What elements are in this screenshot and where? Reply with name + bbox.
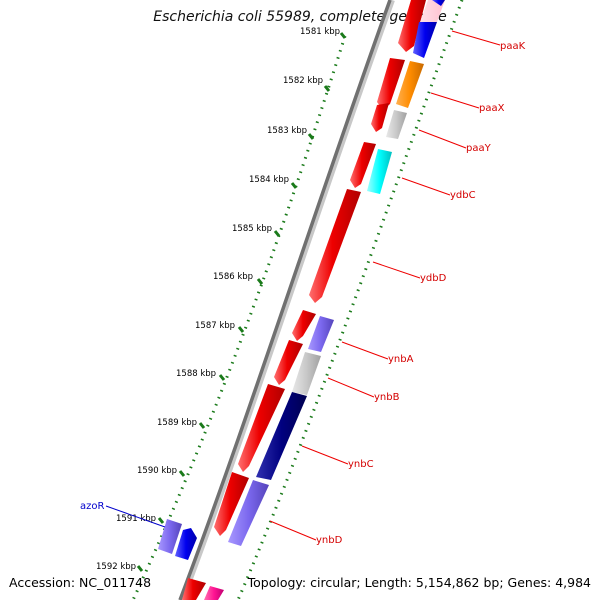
gene-label-paax[interactable]: paaX (479, 103, 505, 114)
cds-arrow (182, 578, 206, 600)
cds-arrow (350, 142, 376, 188)
callout-lines (269, 30, 501, 541)
cds-arrow (377, 58, 405, 110)
backbone-shadow (179, 0, 395, 600)
genome-title: Escherichia coli 55989, complete genome (153, 9, 447, 25)
tick-label: 1581 kbp (300, 27, 340, 37)
cds-slate (158, 519, 182, 554)
cds-slate (228, 480, 269, 546)
cds-pink (204, 586, 224, 600)
gene-label-ynbd[interactable]: ynbD (316, 535, 343, 546)
cds-forward-strand (182, 0, 426, 600)
callout-line-azor (105, 505, 166, 528)
tick-label: 1584 kbp (249, 175, 289, 185)
gene-label-ynbc[interactable]: ynbC (348, 459, 374, 470)
tick-label: 1590 kbp (137, 466, 177, 476)
tick-label: 1589 kbp (157, 418, 197, 428)
cds-blue (413, 22, 437, 58)
cds-grey (292, 352, 321, 395)
cds-slate (308, 316, 334, 352)
cds-arrow (274, 340, 303, 385)
cds-reverse-strand (204, 0, 445, 600)
cds-arrow (371, 103, 389, 132)
gene-label-ydbc[interactable]: ydbC (450, 190, 476, 201)
gene-label-paak[interactable]: paaK (500, 41, 526, 52)
cds-arrow (398, 0, 426, 52)
tick-label: 1585 kbp (232, 224, 272, 234)
cds-blue (432, 0, 445, 6)
cds-blue (175, 528, 197, 560)
tick-label: 1587 kbp (195, 321, 235, 331)
tick-label: 1586 kbp (213, 272, 253, 282)
backbone (178, 0, 392, 600)
tick-label: 1583 kbp (267, 126, 307, 136)
gene-label-paay[interactable]: paaY (466, 143, 492, 154)
cds-arrow (214, 472, 249, 536)
tick-label: 1582 kbp (283, 76, 323, 86)
tick-label: 1592 kbp (96, 562, 136, 572)
tick-marks (136, 32, 347, 572)
genome-summary-text: Topology: circular; Length: 5,154,862 bp… (247, 575, 591, 590)
azor-genes (158, 519, 197, 560)
accession-text: Accession: NC_011748 (9, 575, 152, 590)
gene-label-azor[interactable]: azoR (80, 501, 104, 512)
outer-ring (236, 0, 464, 600)
cds-cyan (367, 149, 392, 194)
cds-arrow (309, 189, 361, 303)
tick-label: 1591 kbp (116, 514, 156, 524)
cds-arrow (238, 384, 285, 472)
cds-grey (386, 110, 407, 139)
cds-navy (256, 392, 307, 480)
gene-label-ynba[interactable]: ynbA (388, 354, 414, 365)
gene-label-ynbb[interactable]: ynbB (374, 392, 400, 403)
gene-label-ydbd[interactable]: ydbD (420, 273, 447, 284)
cds-orange (396, 61, 424, 108)
cds-arrow (292, 310, 316, 341)
tick-label: 1588 kbp (176, 369, 216, 379)
cds-pale (420, 0, 445, 22)
